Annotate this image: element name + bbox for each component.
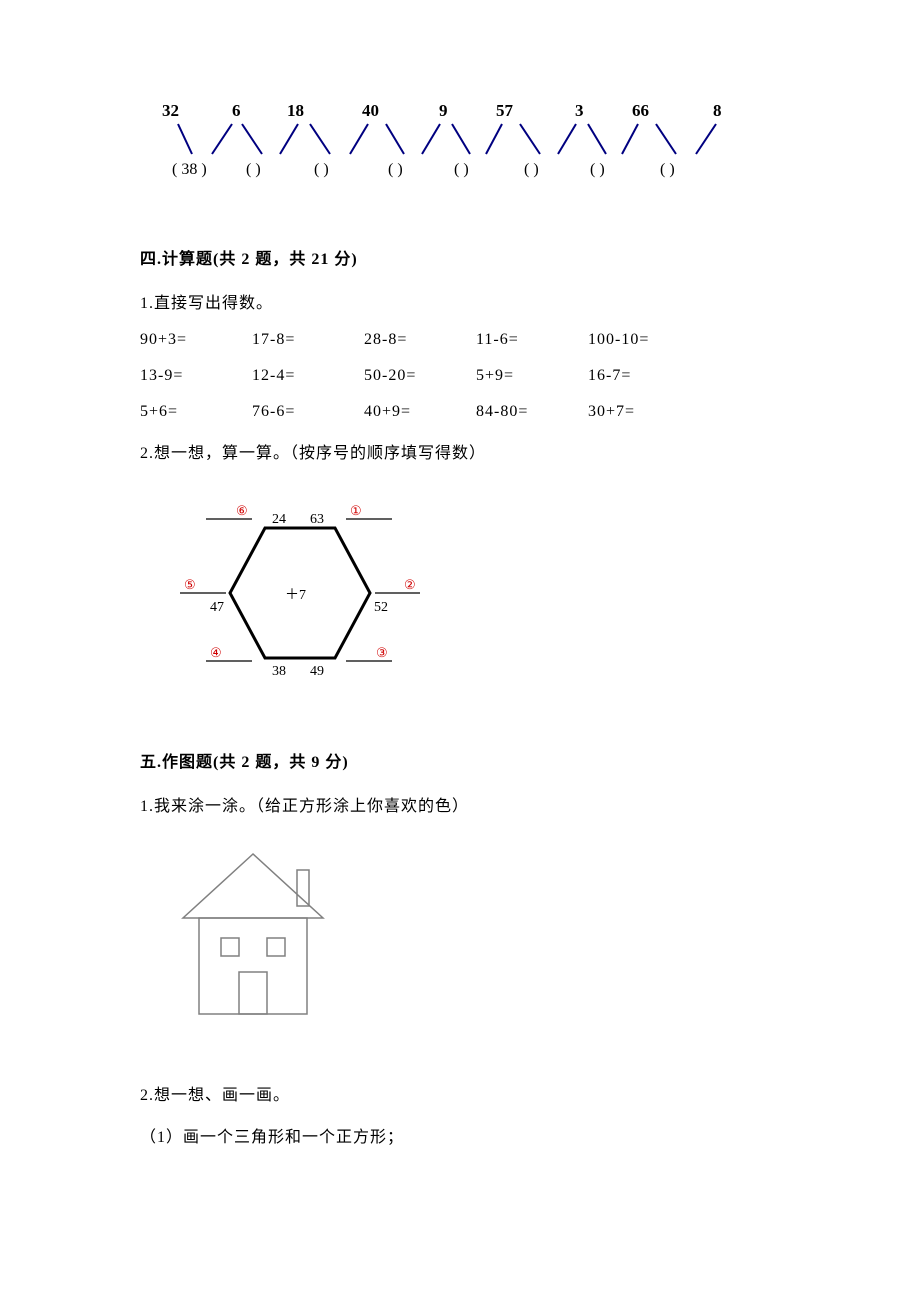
tree-blank: ( ) bbox=[660, 161, 675, 178]
house-window bbox=[221, 938, 239, 956]
section4-header: 四.计算题(共 2 题，共 21 分) bbox=[140, 245, 790, 269]
hex-circled: ① bbox=[350, 503, 362, 518]
hex-vertex-num: 47 bbox=[210, 600, 224, 615]
calc-cell: 17-8= bbox=[252, 331, 364, 349]
calc-row: 90+3= 17-8= 28-8= 11-6= 100-10= bbox=[140, 331, 790, 349]
calc-cell: 5+9= bbox=[476, 367, 588, 385]
calc-cell: 12-4= bbox=[252, 367, 364, 385]
tree-blank: ( ) bbox=[524, 161, 539, 178]
calc-table: 90+3= 17-8= 28-8= 11-6= 100-10= 13-9= 12… bbox=[140, 331, 790, 421]
hexagon-svg: ＋7 24 ⑥ 63 ① 52 ② 49 ③ 38 ④ 47 ⑤ bbox=[160, 493, 440, 693]
tree-blank: ( ) bbox=[590, 161, 605, 178]
calc-row: 5+6= 76-6= 40+9= 84-80= 30+7= bbox=[140, 403, 790, 421]
tree-lines bbox=[178, 124, 716, 154]
hex-circled: ④ bbox=[210, 645, 222, 660]
house-svg bbox=[175, 846, 345, 1026]
calc-cell: 50-20= bbox=[364, 367, 476, 385]
hexagon-diagram: ＋7 24 ⑥ 63 ① 52 ② 49 ③ 38 ④ 47 ⑤ bbox=[160, 493, 790, 698]
calc-cell: 16-7= bbox=[588, 367, 678, 385]
house-roof bbox=[183, 854, 323, 918]
hexagon-center: ＋7 bbox=[285, 588, 306, 603]
section4-q2-label: 2.想一想，算一算。（按序号的顺序填写得数） bbox=[140, 439, 790, 463]
section5-header: 五.作图题(共 2 题，共 9 分) bbox=[140, 748, 790, 772]
calc-cell: 5+6= bbox=[140, 403, 252, 421]
calc-cell: 84-80= bbox=[476, 403, 588, 421]
tree-blank: ( ) bbox=[246, 161, 261, 178]
tree-num: 32 bbox=[162, 101, 179, 120]
hex-circled: ⑤ bbox=[184, 577, 196, 592]
calc-cell: 100-10= bbox=[588, 331, 678, 349]
tree-num: 9 bbox=[439, 101, 448, 120]
house-diagram bbox=[175, 846, 790, 1031]
calc-cell: 30+7= bbox=[588, 403, 678, 421]
hex-vertex-num: 38 bbox=[272, 664, 286, 679]
calc-cell: 90+3= bbox=[140, 331, 252, 349]
tree-num: 8 bbox=[713, 101, 722, 120]
calc-cell: 13-9= bbox=[140, 367, 252, 385]
house-door bbox=[239, 972, 267, 1014]
calc-cell: 28-8= bbox=[364, 331, 476, 349]
hex-circled: ② bbox=[404, 577, 416, 592]
tree-blank: ( ) bbox=[454, 161, 469, 178]
tree-num: 57 bbox=[496, 101, 514, 120]
house-window bbox=[267, 938, 285, 956]
section5-q1-label: 1.我来涂一涂。（给正方形涂上你喜欢的色） bbox=[140, 792, 790, 816]
calc-row: 13-9= 12-4= 50-20= 5+9= 16-7= bbox=[140, 367, 790, 385]
calc-cell: 76-6= bbox=[252, 403, 364, 421]
tree-blank: ( ) bbox=[388, 161, 403, 178]
section5-q2-sub1: （1）画一个三角形和一个正方形； bbox=[140, 1123, 790, 1147]
tree-num: 66 bbox=[632, 101, 649, 120]
number-tree-diagram: 32 6 18 40 9 57 3 66 8 bbox=[140, 100, 790, 185]
tree-num: 6 bbox=[232, 101, 241, 120]
hex-vertex-num: 52 bbox=[374, 600, 388, 615]
tree-num: 3 bbox=[575, 101, 584, 120]
house-body bbox=[199, 918, 307, 1014]
hex-vertex-num: 49 bbox=[310, 664, 324, 679]
section5-q2-label: 2.想一想、画一画。 bbox=[140, 1081, 790, 1105]
hex-vertex-num: 63 bbox=[310, 512, 324, 527]
tree-blank: ( ) bbox=[314, 161, 329, 178]
hex-circled: ⑥ bbox=[236, 503, 248, 518]
tree-svg: 32 6 18 40 9 57 3 66 8 bbox=[140, 100, 780, 185]
hex-circled: ③ bbox=[376, 645, 388, 660]
tree-num: 40 bbox=[362, 101, 379, 120]
calc-cell: 11-6= bbox=[476, 331, 588, 349]
hex-vertex-num: 24 bbox=[272, 512, 286, 527]
section4-q1-label: 1.直接写出得数。 bbox=[140, 289, 790, 313]
tree-num: 18 bbox=[287, 101, 304, 120]
tree-blank-first: ( 38 ) bbox=[172, 161, 207, 178]
calc-cell: 40+9= bbox=[364, 403, 476, 421]
